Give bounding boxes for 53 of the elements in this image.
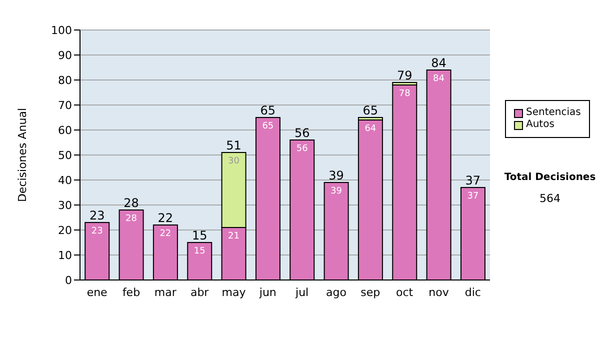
x-tick-label: abr [190, 286, 210, 299]
total-label: 28 [124, 196, 139, 210]
x-tick-label: ene [86, 286, 108, 299]
legend-label: Sentencias [526, 107, 581, 119]
y-tick-label: 60 [58, 124, 72, 137]
data-label: 37 [467, 192, 479, 202]
total-label: 23 [89, 208, 105, 222]
x-tick-label: jun [258, 286, 276, 299]
x-tick-label: may [222, 286, 246, 299]
x-tick-label: dic [464, 286, 481, 299]
total-label: 65 [362, 104, 378, 118]
text: 564 [538, 192, 562, 205]
legend-label: Autos [526, 119, 554, 131]
total-label: 84 [431, 56, 446, 70]
y-tick-label: 90 [58, 48, 72, 62]
text: Total Decisiones [503, 172, 597, 183]
y-tick-label: 0 [65, 274, 72, 287]
total-label: 39 [328, 168, 344, 182]
data-label: 30 [228, 156, 240, 166]
data-label: 65 [262, 122, 274, 132]
y-tick-label: 40 [58, 174, 72, 187]
y-tick-label: 100 [51, 24, 72, 37]
x-tick-label: ago [326, 286, 347, 299]
y-tick-label: 50 [58, 148, 72, 162]
data-label: 22 [160, 229, 172, 239]
data-label: 23 [91, 226, 103, 236]
total-label: 79 [396, 68, 412, 82]
x-tick-label: oct [396, 286, 414, 299]
y-axis-title: Decisiones Anual [16, 108, 29, 202]
total-label: 22 [158, 211, 174, 225]
x-tick-label: jul [294, 286, 309, 299]
total-label: 56 [294, 126, 310, 140]
data-label: 28 [126, 214, 138, 224]
y-tick-label: 20 [58, 224, 72, 237]
y-tick-label: 10 [58, 248, 72, 262]
data-label: 15 [194, 246, 206, 256]
total-label: 65 [260, 104, 276, 118]
data-label: 84 [433, 74, 445, 84]
total-label: 51 [226, 138, 242, 152]
y-tick-label: 70 [58, 98, 72, 112]
data-label: 78 [398, 89, 411, 99]
data-label: 64 [364, 124, 376, 134]
x-tick-label: nov [428, 286, 450, 299]
x-tick-label: feb [122, 286, 140, 299]
x-tick-label: sep [360, 286, 380, 299]
x-tick-label: mar [154, 286, 177, 299]
y-tick-label: 30 [58, 198, 72, 212]
data-label: 39 [330, 186, 342, 196]
data-label: 56 [296, 144, 308, 154]
y-tick-label: 80 [58, 74, 72, 87]
data-label: 21 [228, 232, 240, 242]
total-label: 15 [192, 228, 208, 242]
total-label: 37 [465, 174, 481, 188]
